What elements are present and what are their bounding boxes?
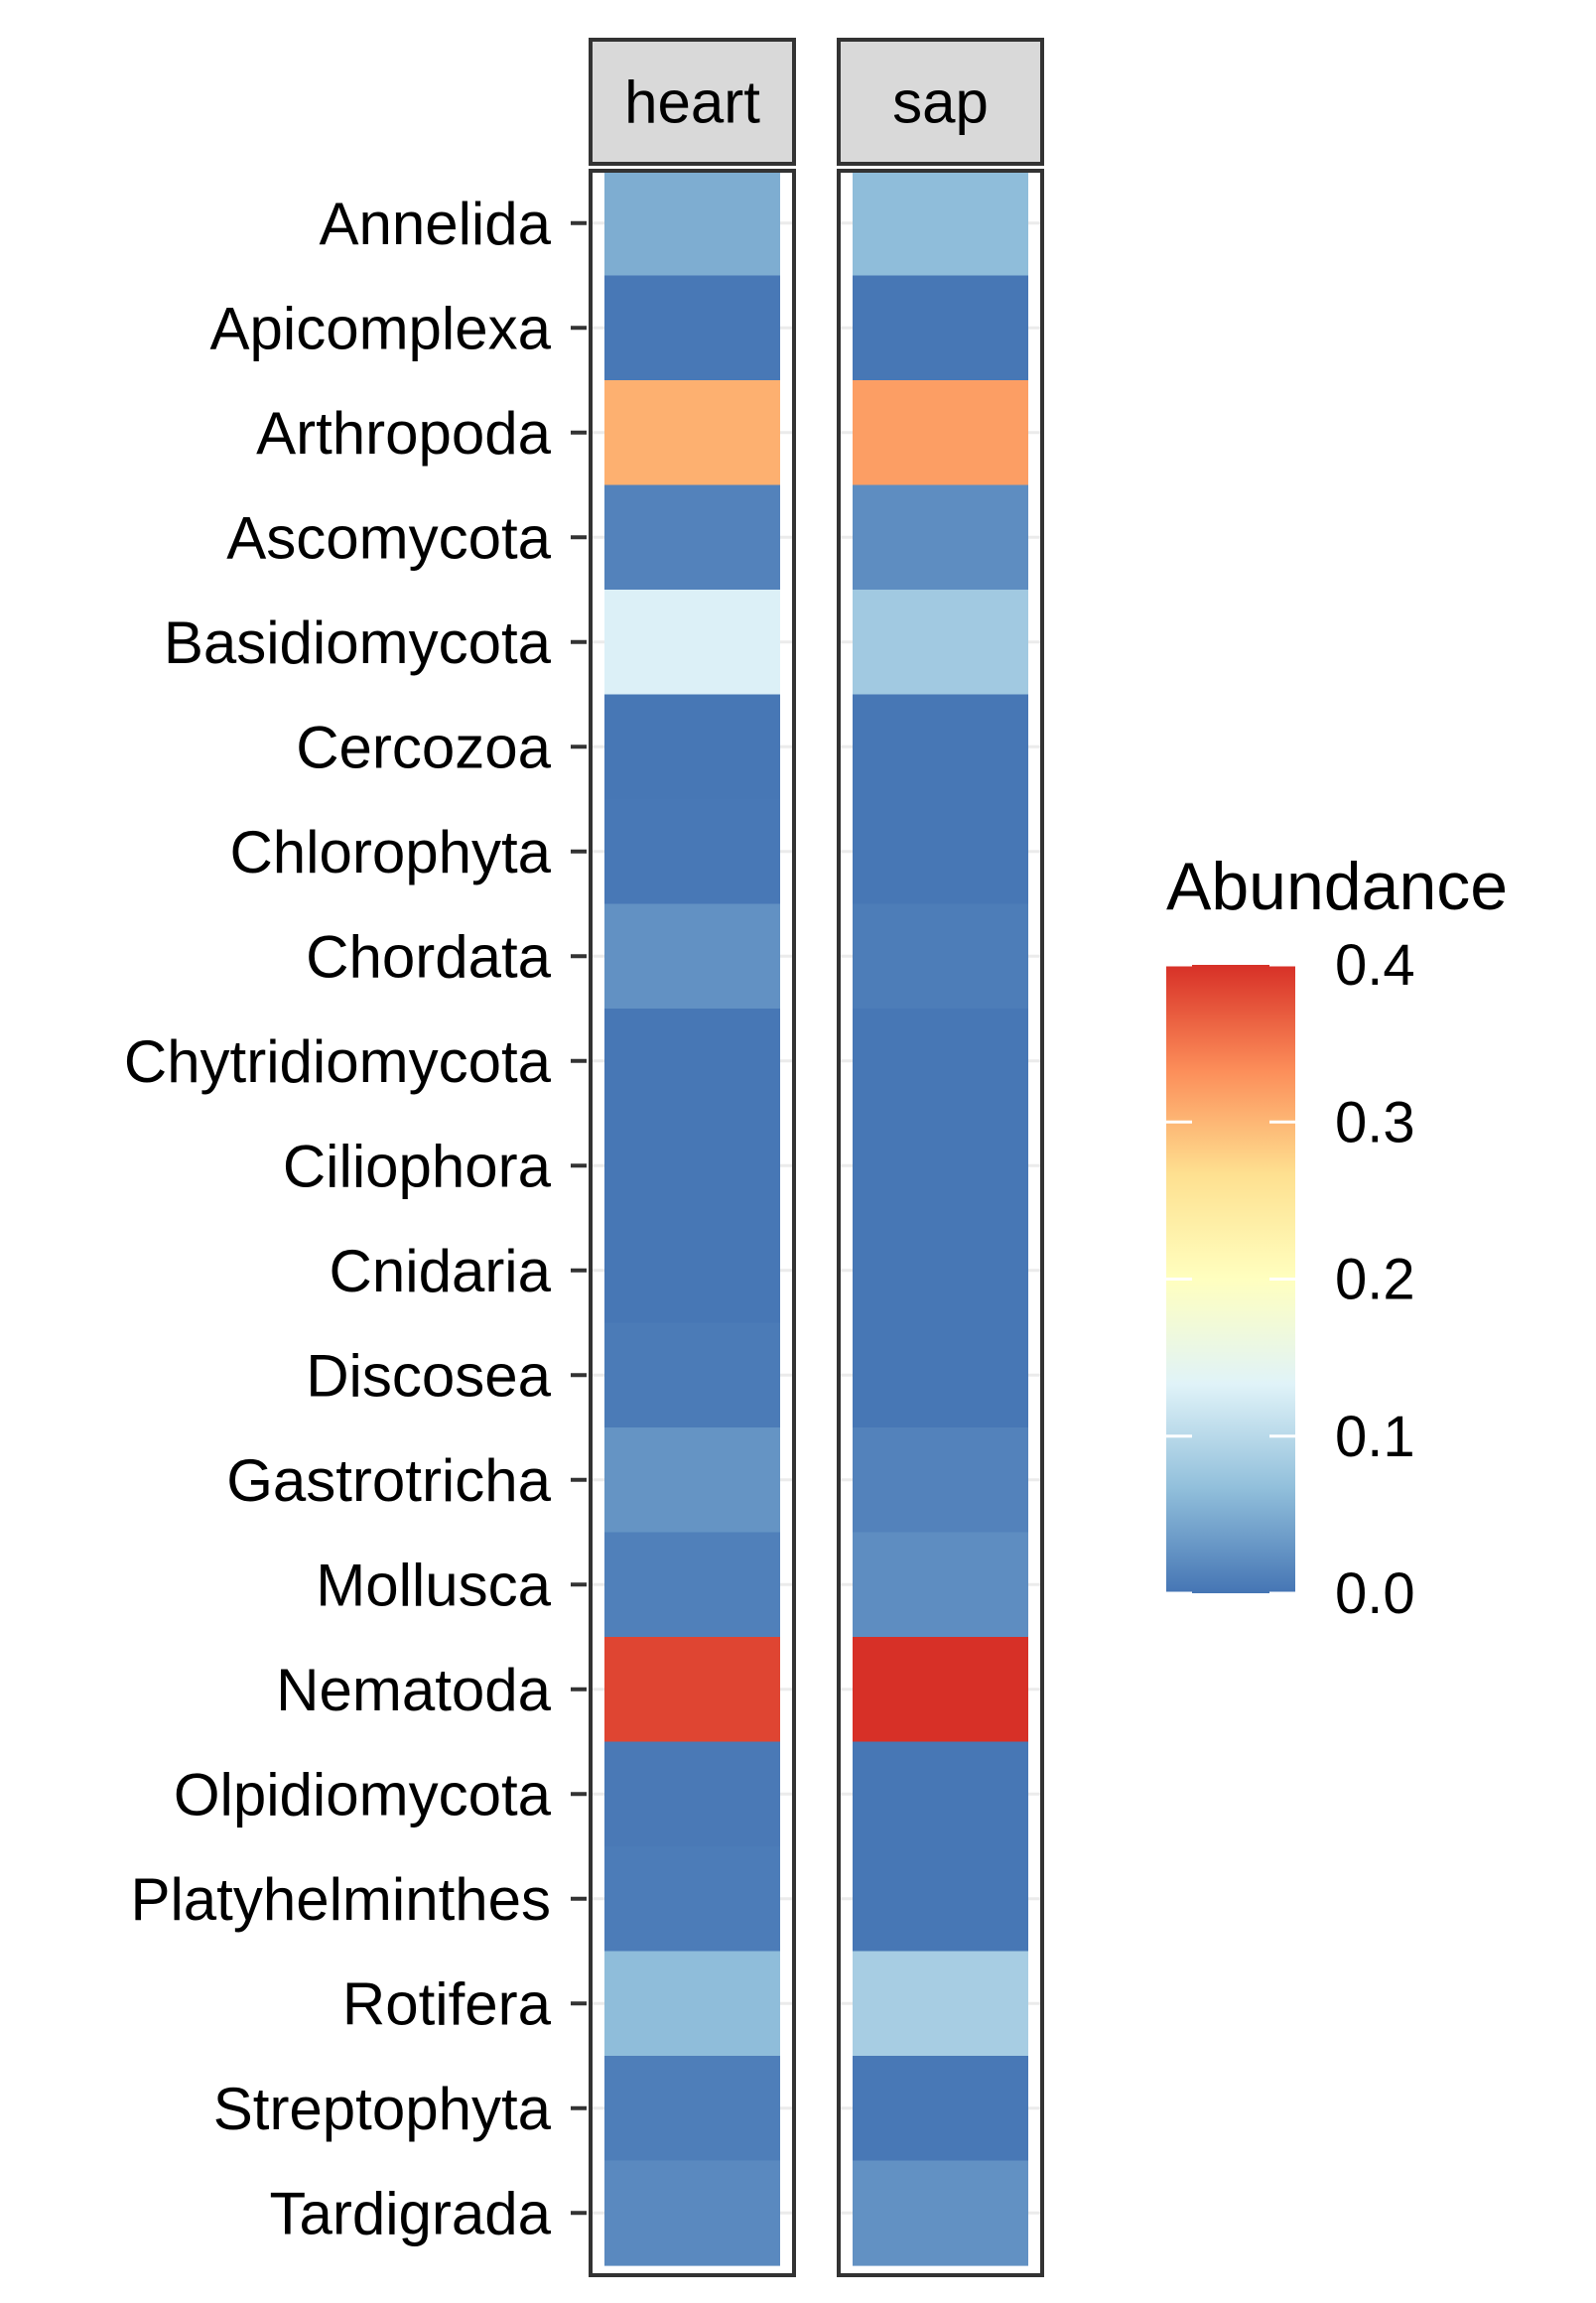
heat-cell-sap-mollusca [853, 1532, 1028, 1638]
y-tick-label-apicomplexa: Apicomplexa [209, 295, 551, 361]
heat-cell-heart-rotifera [604, 1951, 780, 2057]
legend-tick-label: 0.3 [1335, 1090, 1415, 1154]
heat-cell-heart-nematoda [604, 1637, 780, 1743]
heat-cell-sap-platyhelminthes [853, 1846, 1028, 1953]
y-tick-label-arthropoda: Arthropoda [256, 400, 551, 467]
heat-cell-heart-ascomycota [604, 484, 780, 591]
y-tick-label-tardigrada: Tardigrada [269, 2180, 551, 2246]
heat-cell-heart-gastrotricha [604, 1427, 780, 1534]
heat-cell-heart-arthropoda [604, 380, 780, 486]
heat-cell-heart-tardigrada [604, 2160, 780, 2266]
heat-cell-sap-olpidiomycota [853, 1741, 1028, 1847]
y-tick-label-chytridiomycota: Chytridiomycota [124, 1028, 552, 1095]
panel-sap: sap [837, 38, 1044, 2277]
panel-border [837, 169, 1044, 2277]
legend-tick-label: 0.2 [1335, 1248, 1415, 1312]
heat-cell-sap-chlorophyta [853, 799, 1028, 905]
y-tick-label-annelida: Annelida [319, 191, 551, 257]
legend-title: Abundance [1166, 849, 1508, 924]
heat-cell-sap-ciliophora [853, 1113, 1028, 1219]
legend: Abundance 0.0 0.1 0.2 0.3 0.4 [1166, 849, 1508, 1626]
y-tick-label-rotifera: Rotifera [342, 1970, 552, 2037]
legend-tick-label: 0.1 [1335, 1405, 1415, 1469]
y-axis: Annelida Apicomplexa Arthropoda Ascomycota B… [124, 191, 587, 2246]
heat-cell-heart-chlorophyta [604, 799, 780, 905]
heat-cell-sap-annelida [853, 171, 1028, 277]
heat-cell-heart-cercozoa [604, 694, 780, 800]
heat-cell-heart-ciliophora [604, 1113, 780, 1219]
heat-cell-heart-chordata [604, 903, 780, 1010]
heat-cell-sap-gastrotricha [853, 1427, 1028, 1534]
heat-cell-sap-nematoda [853, 1637, 1028, 1743]
legend-tick-label: 0.4 [1335, 933, 1415, 998]
heat-cell-sap-ascomycota [853, 484, 1028, 591]
heat-cell-sap-arthropoda [853, 380, 1028, 486]
y-tick-label-basidiomycota: Basidiomycota [164, 610, 552, 676]
heat-cell-heart-streptophyta [604, 2056, 780, 2162]
heat-cell-heart-discosea [604, 1322, 780, 1428]
y-tick-label-chordata: Chordata [306, 923, 551, 990]
y-tick-label-mollusca: Mollusca [316, 1552, 551, 1618]
heat-cell-heart-cnidaria [604, 1218, 780, 1324]
strip-label-sap: sap [892, 69, 989, 136]
heat-cell-sap-streptophyta [853, 2056, 1028, 2162]
legend-tick-label: 0.0 [1335, 1561, 1415, 1626]
heat-cell-sap-apicomplexa [853, 275, 1028, 381]
y-tick-label-ciliophora: Ciliophora [283, 1133, 552, 1199]
y-tick-label-chlorophyta: Chlorophyta [229, 819, 551, 885]
y-tick-label-platyhelminthes: Platyhelminthes [130, 1866, 551, 1933]
heat-cell-heart-platyhelminthes [604, 1846, 780, 1953]
heat-cell-heart-apicomplexa [604, 275, 780, 381]
strip-heart [589, 38, 796, 166]
heat-cell-sap-cercozoa [853, 694, 1028, 800]
heat-cell-heart-basidiomycota [604, 590, 780, 696]
heat-cell-sap-cnidaria [853, 1218, 1028, 1324]
strip-sap [837, 38, 1044, 166]
panel-border [589, 169, 796, 2277]
heat-cell-heart-olpidiomycota [604, 1741, 780, 1847]
y-tick-label-cercozoa: Cercozoa [296, 714, 551, 780]
panel-heart: heart [589, 38, 796, 2277]
heat-cell-heart-mollusca [604, 1532, 780, 1638]
y-tick-label-streptophyta: Streptophyta [213, 2076, 552, 2142]
heat-cell-sap-rotifera [853, 1951, 1028, 2057]
heat-cell-heart-chytridiomycota [604, 1009, 780, 1115]
panels-layer: heart sap [589, 38, 1044, 2277]
y-tick-label-ascomycota: Ascomycota [226, 504, 551, 571]
strip-label-heart: heart [624, 69, 760, 136]
heat-cell-sap-chordata [853, 903, 1028, 1010]
heat-cell-sap-basidiomycota [853, 590, 1028, 696]
heat-cell-sap-discosea [853, 1322, 1028, 1428]
y-tick-label-gastrotricha: Gastrotricha [226, 1447, 551, 1514]
y-tick-label-cnidaria: Cnidaria [330, 1238, 552, 1304]
heat-cell-sap-chytridiomycota [853, 1009, 1028, 1115]
y-tick-label-discosea: Discosea [306, 1342, 551, 1409]
y-tick-label-nematoda: Nematoda [276, 1657, 551, 1723]
heat-cell-sap-tardigrada [853, 2160, 1028, 2266]
y-tick-label-olpidiomycota: Olpidiomycota [174, 1761, 552, 1828]
heat-cell-heart-annelida [604, 171, 780, 277]
